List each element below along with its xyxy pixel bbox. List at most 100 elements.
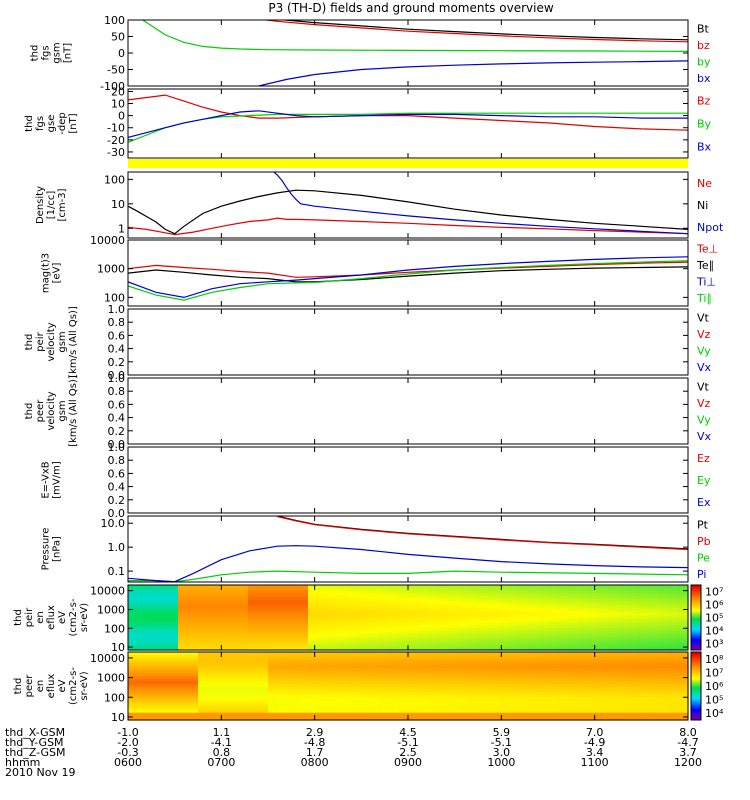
spectrogram-cell bbox=[498, 699, 509, 703]
spectrogram-cell bbox=[178, 637, 189, 641]
spectrogram-cell bbox=[628, 691, 639, 695]
spectrogram-cell bbox=[538, 585, 549, 589]
spectrogram-cell bbox=[458, 602, 469, 606]
spectrogram-cell bbox=[308, 706, 319, 711]
spectrogram-cell bbox=[168, 691, 179, 695]
spectrogram-cell bbox=[218, 680, 229, 684]
spectrogram-cell bbox=[498, 704, 509, 708]
spectrogram-cell bbox=[628, 630, 639, 634]
spectrogram-cell bbox=[318, 657, 329, 661]
spectrogram-cell bbox=[148, 659, 159, 663]
spectrogram-cell bbox=[418, 665, 429, 669]
y-axis-label-line: gse bbox=[46, 115, 57, 133]
spectrogram-cell bbox=[628, 605, 639, 609]
spectrogram-cell bbox=[368, 642, 379, 646]
y-tick-label: 20 bbox=[111, 85, 125, 98]
colorbar-step bbox=[691, 655, 701, 658]
spectrogram-cell bbox=[618, 699, 629, 703]
spectrogram-cell bbox=[318, 693, 329, 697]
spectrogram-cell bbox=[338, 683, 349, 687]
spectrogram-cell bbox=[238, 675, 249, 679]
spectrogram-cell bbox=[268, 706, 279, 711]
spectrogram-cell bbox=[348, 717, 359, 721]
spectrogram-cell bbox=[418, 635, 429, 639]
spectrogram-cell bbox=[388, 647, 399, 651]
spectrogram-cell bbox=[618, 622, 629, 626]
spectrogram-cell bbox=[348, 622, 359, 626]
ephemeris-value: 1000 bbox=[487, 756, 515, 769]
spectrogram-cell bbox=[318, 688, 329, 692]
spectrogram-cell bbox=[648, 637, 659, 641]
spectrogram-cell bbox=[188, 612, 199, 616]
spectrogram-cell bbox=[608, 712, 619, 716]
spectrogram-cell bbox=[478, 600, 489, 604]
spectrogram-cell bbox=[288, 630, 299, 634]
spectrogram-cell bbox=[318, 627, 329, 631]
spectrogram-cell bbox=[438, 645, 449, 649]
spectrogram-cell bbox=[588, 630, 599, 634]
spectrogram-cell bbox=[368, 704, 379, 708]
spectrogram-cell bbox=[388, 693, 399, 697]
spectrogram-cell bbox=[378, 635, 389, 639]
spectrogram-cell bbox=[348, 620, 359, 624]
spectrogram-cell bbox=[128, 607, 139, 611]
spectrogram-cell bbox=[488, 704, 499, 708]
spectrogram-cell bbox=[578, 672, 589, 677]
spectrogram-cell bbox=[498, 693, 509, 697]
spectrogram-cell bbox=[218, 587, 229, 591]
spectrogram-cell bbox=[268, 709, 279, 713]
spectrogram-cell bbox=[158, 620, 169, 624]
spectrogram-cell bbox=[278, 701, 289, 705]
spectrogram-cell bbox=[378, 615, 389, 619]
spectrogram-cell bbox=[168, 617, 179, 621]
spectrogram-cell bbox=[208, 645, 219, 649]
spectrogram-cell bbox=[388, 620, 399, 624]
spectrogram-cell bbox=[608, 696, 619, 700]
spectrogram-cell bbox=[148, 635, 159, 639]
spectrogram-cell bbox=[358, 607, 369, 611]
spectrogram-cell bbox=[258, 659, 269, 663]
spectrogram-cell bbox=[668, 675, 679, 679]
y-axis-label-line: [km/s (All Qs)] bbox=[68, 306, 79, 378]
spectrogram-cell bbox=[428, 672, 439, 677]
spectrogram-cell bbox=[128, 610, 139, 614]
spectrogram-cell bbox=[648, 610, 659, 614]
spectrogram-cell bbox=[518, 597, 529, 601]
spectrogram-cell bbox=[328, 642, 339, 646]
spectrogram-cell bbox=[138, 706, 149, 711]
spectrogram-cell bbox=[668, 635, 679, 639]
spectrogram-cell bbox=[358, 587, 369, 591]
spectrogram-cell bbox=[208, 622, 219, 626]
spectrogram-cell bbox=[478, 701, 489, 705]
spectrogram-cell bbox=[268, 645, 279, 649]
spectrogram-cell bbox=[278, 630, 289, 634]
spectrogram-cell bbox=[168, 667, 179, 671]
spectrogram-cell bbox=[458, 672, 469, 677]
spectrogram-cell bbox=[448, 630, 459, 634]
spectrogram-cell bbox=[328, 680, 339, 684]
spectrogram-cell bbox=[188, 678, 199, 682]
spectrogram-cell bbox=[198, 625, 209, 629]
spectrogram-cell bbox=[328, 672, 339, 677]
spectrogram-cell bbox=[408, 602, 419, 606]
spectrogram-cell bbox=[458, 709, 469, 713]
spectrogram-cell bbox=[418, 701, 429, 705]
spectrogram-cell bbox=[538, 645, 549, 649]
spectrogram-cell bbox=[558, 683, 569, 687]
spectrogram-cell bbox=[598, 693, 609, 697]
spectrogram-cell bbox=[348, 686, 359, 690]
spectrogram-cell bbox=[328, 693, 339, 697]
spectrogram-cell bbox=[408, 678, 419, 682]
spectrogram-cell bbox=[538, 642, 549, 646]
spectrogram-cell bbox=[608, 699, 619, 703]
spectrogram-cell bbox=[258, 717, 269, 721]
spectrogram-cell bbox=[188, 615, 199, 619]
spectrogram-cell bbox=[368, 632, 379, 636]
spectrogram-cell bbox=[498, 706, 509, 711]
spectrogram-cell bbox=[148, 691, 159, 695]
spectrogram-cell bbox=[128, 701, 139, 705]
spectrogram-cell bbox=[588, 688, 599, 692]
spectrogram-cell bbox=[278, 647, 289, 651]
y-axis-label: thd peer en eflux eV (cm2-s-sr-eV) bbox=[13, 667, 90, 705]
spectrogram-cell bbox=[408, 640, 419, 644]
